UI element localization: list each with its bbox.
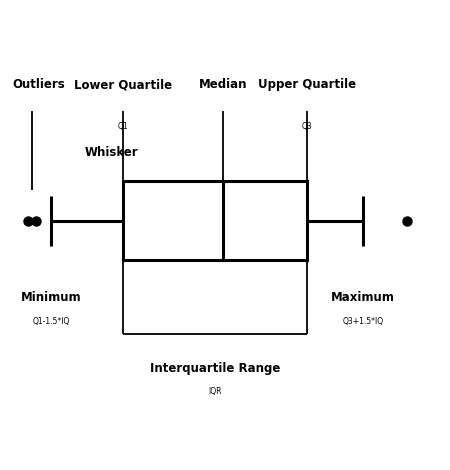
Text: Lower Quartile: Lower Quartile: [74, 78, 172, 91]
Text: IQR: IQR: [208, 387, 222, 396]
Text: Median: Median: [199, 78, 247, 91]
Text: Interquartile Range: Interquartile Range: [150, 362, 280, 375]
Text: Outliers: Outliers: [12, 78, 65, 91]
Text: Minimum: Minimum: [21, 291, 81, 305]
Text: Q3: Q3: [302, 122, 312, 131]
Text: Upper Quartile: Upper Quartile: [258, 78, 356, 91]
Bar: [123, 181, 307, 260]
Text: Q1: Q1: [118, 122, 128, 131]
Text: Q3+1.5*IQ: Q3+1.5*IQ: [342, 317, 383, 326]
Text: Whisker: Whisker: [85, 146, 139, 159]
Text: Maximum: Maximum: [331, 291, 395, 305]
Text: Q1-1.5*IQ: Q1-1.5*IQ: [32, 317, 70, 326]
